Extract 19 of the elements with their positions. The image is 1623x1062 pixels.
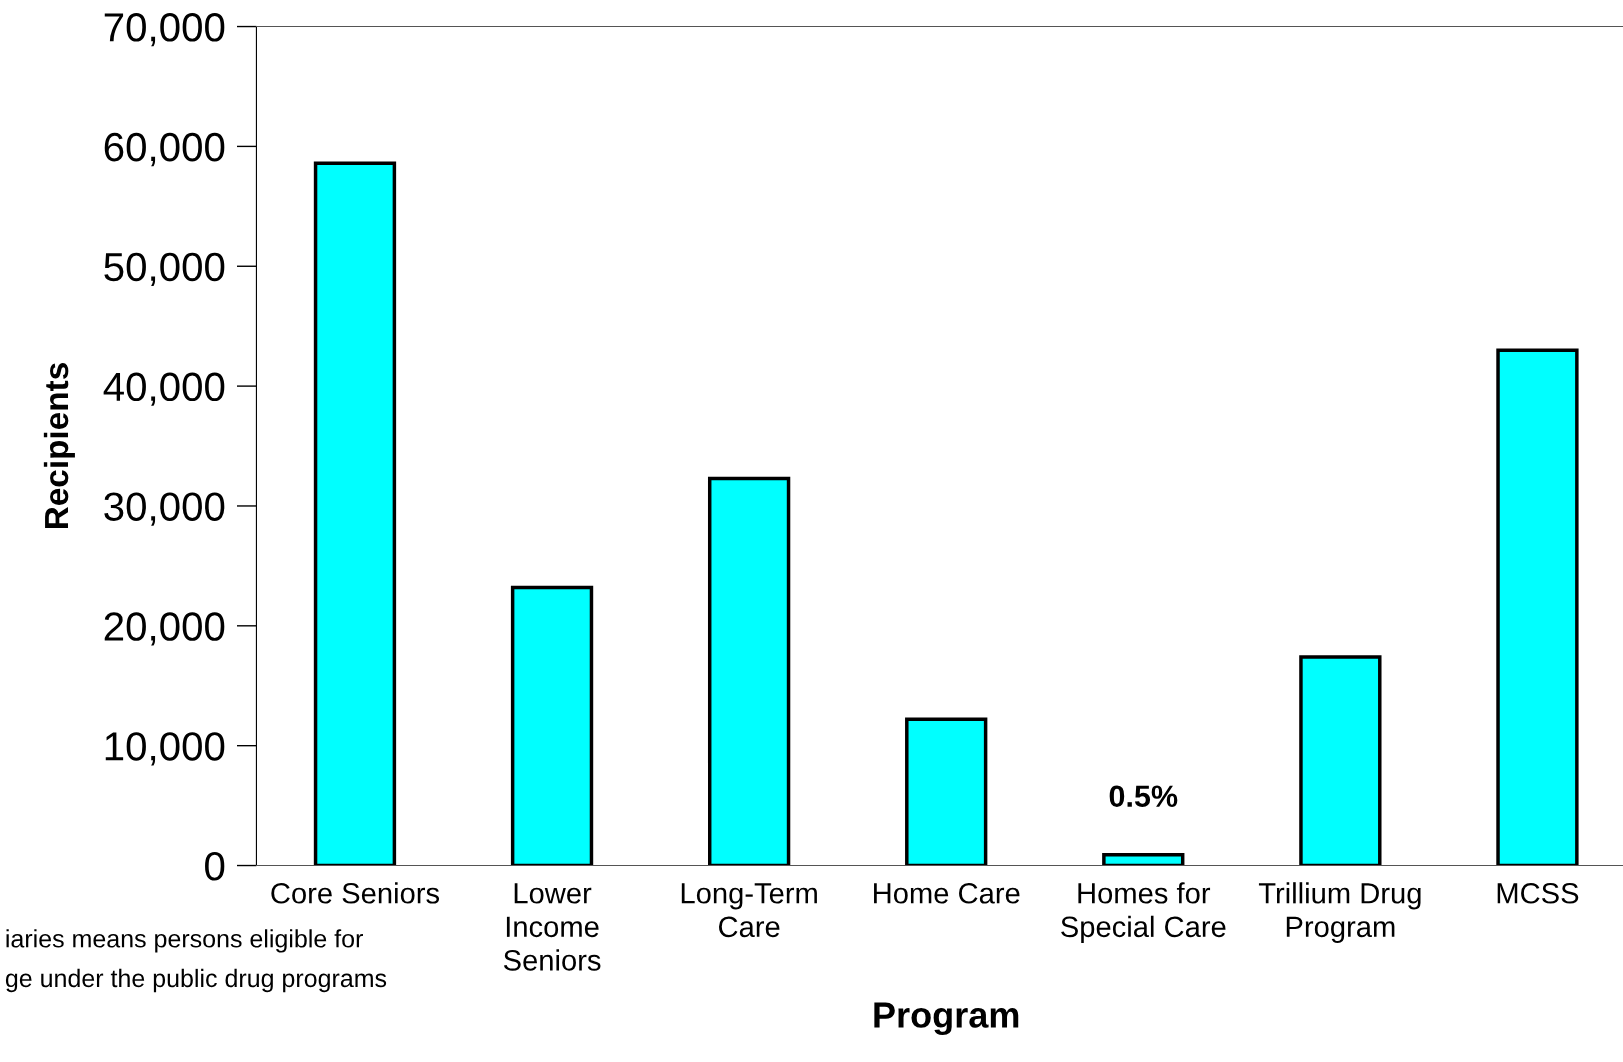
- y-tick-label: 50,000: [104, 252, 225, 287]
- y-tick-label: 10,000: [105, 732, 225, 766]
- text: iaries means persons eligible for ge under the public drug programs: [5, 929, 387, 993]
- y-tick-label: 20,000: [104, 612, 225, 646]
- x-tick-label: Homes for Special Care: [1061, 882, 1226, 943]
- y-tick-label: 70,000: [104, 13, 225, 47]
- x-tick-label: Core Seniors: [271, 882, 440, 904]
- x-axis-title: Program: [874, 1002, 1019, 1036]
- x-tick-label: Home Care: [874, 882, 1020, 904]
- annotation: 0.5%: [1109, 785, 1178, 808]
- y-axis-title: Recipients: [43, 363, 75, 529]
- x-tick-label: Long-Term Care: [681, 883, 817, 938]
- y-tick-label: 40,000: [103, 372, 225, 406]
- y-tick-label: 0: [205, 852, 225, 881]
- x-tick-label: Lower Income Seniors: [503, 883, 601, 971]
- y-tick-label: 60,000: [104, 132, 225, 167]
- y-tick-label: 30,000: [104, 492, 225, 526]
- x-tick-label: Trillium Drug Program: [1258, 882, 1421, 943]
- x-tick-label: MCSS: [1497, 882, 1579, 904]
